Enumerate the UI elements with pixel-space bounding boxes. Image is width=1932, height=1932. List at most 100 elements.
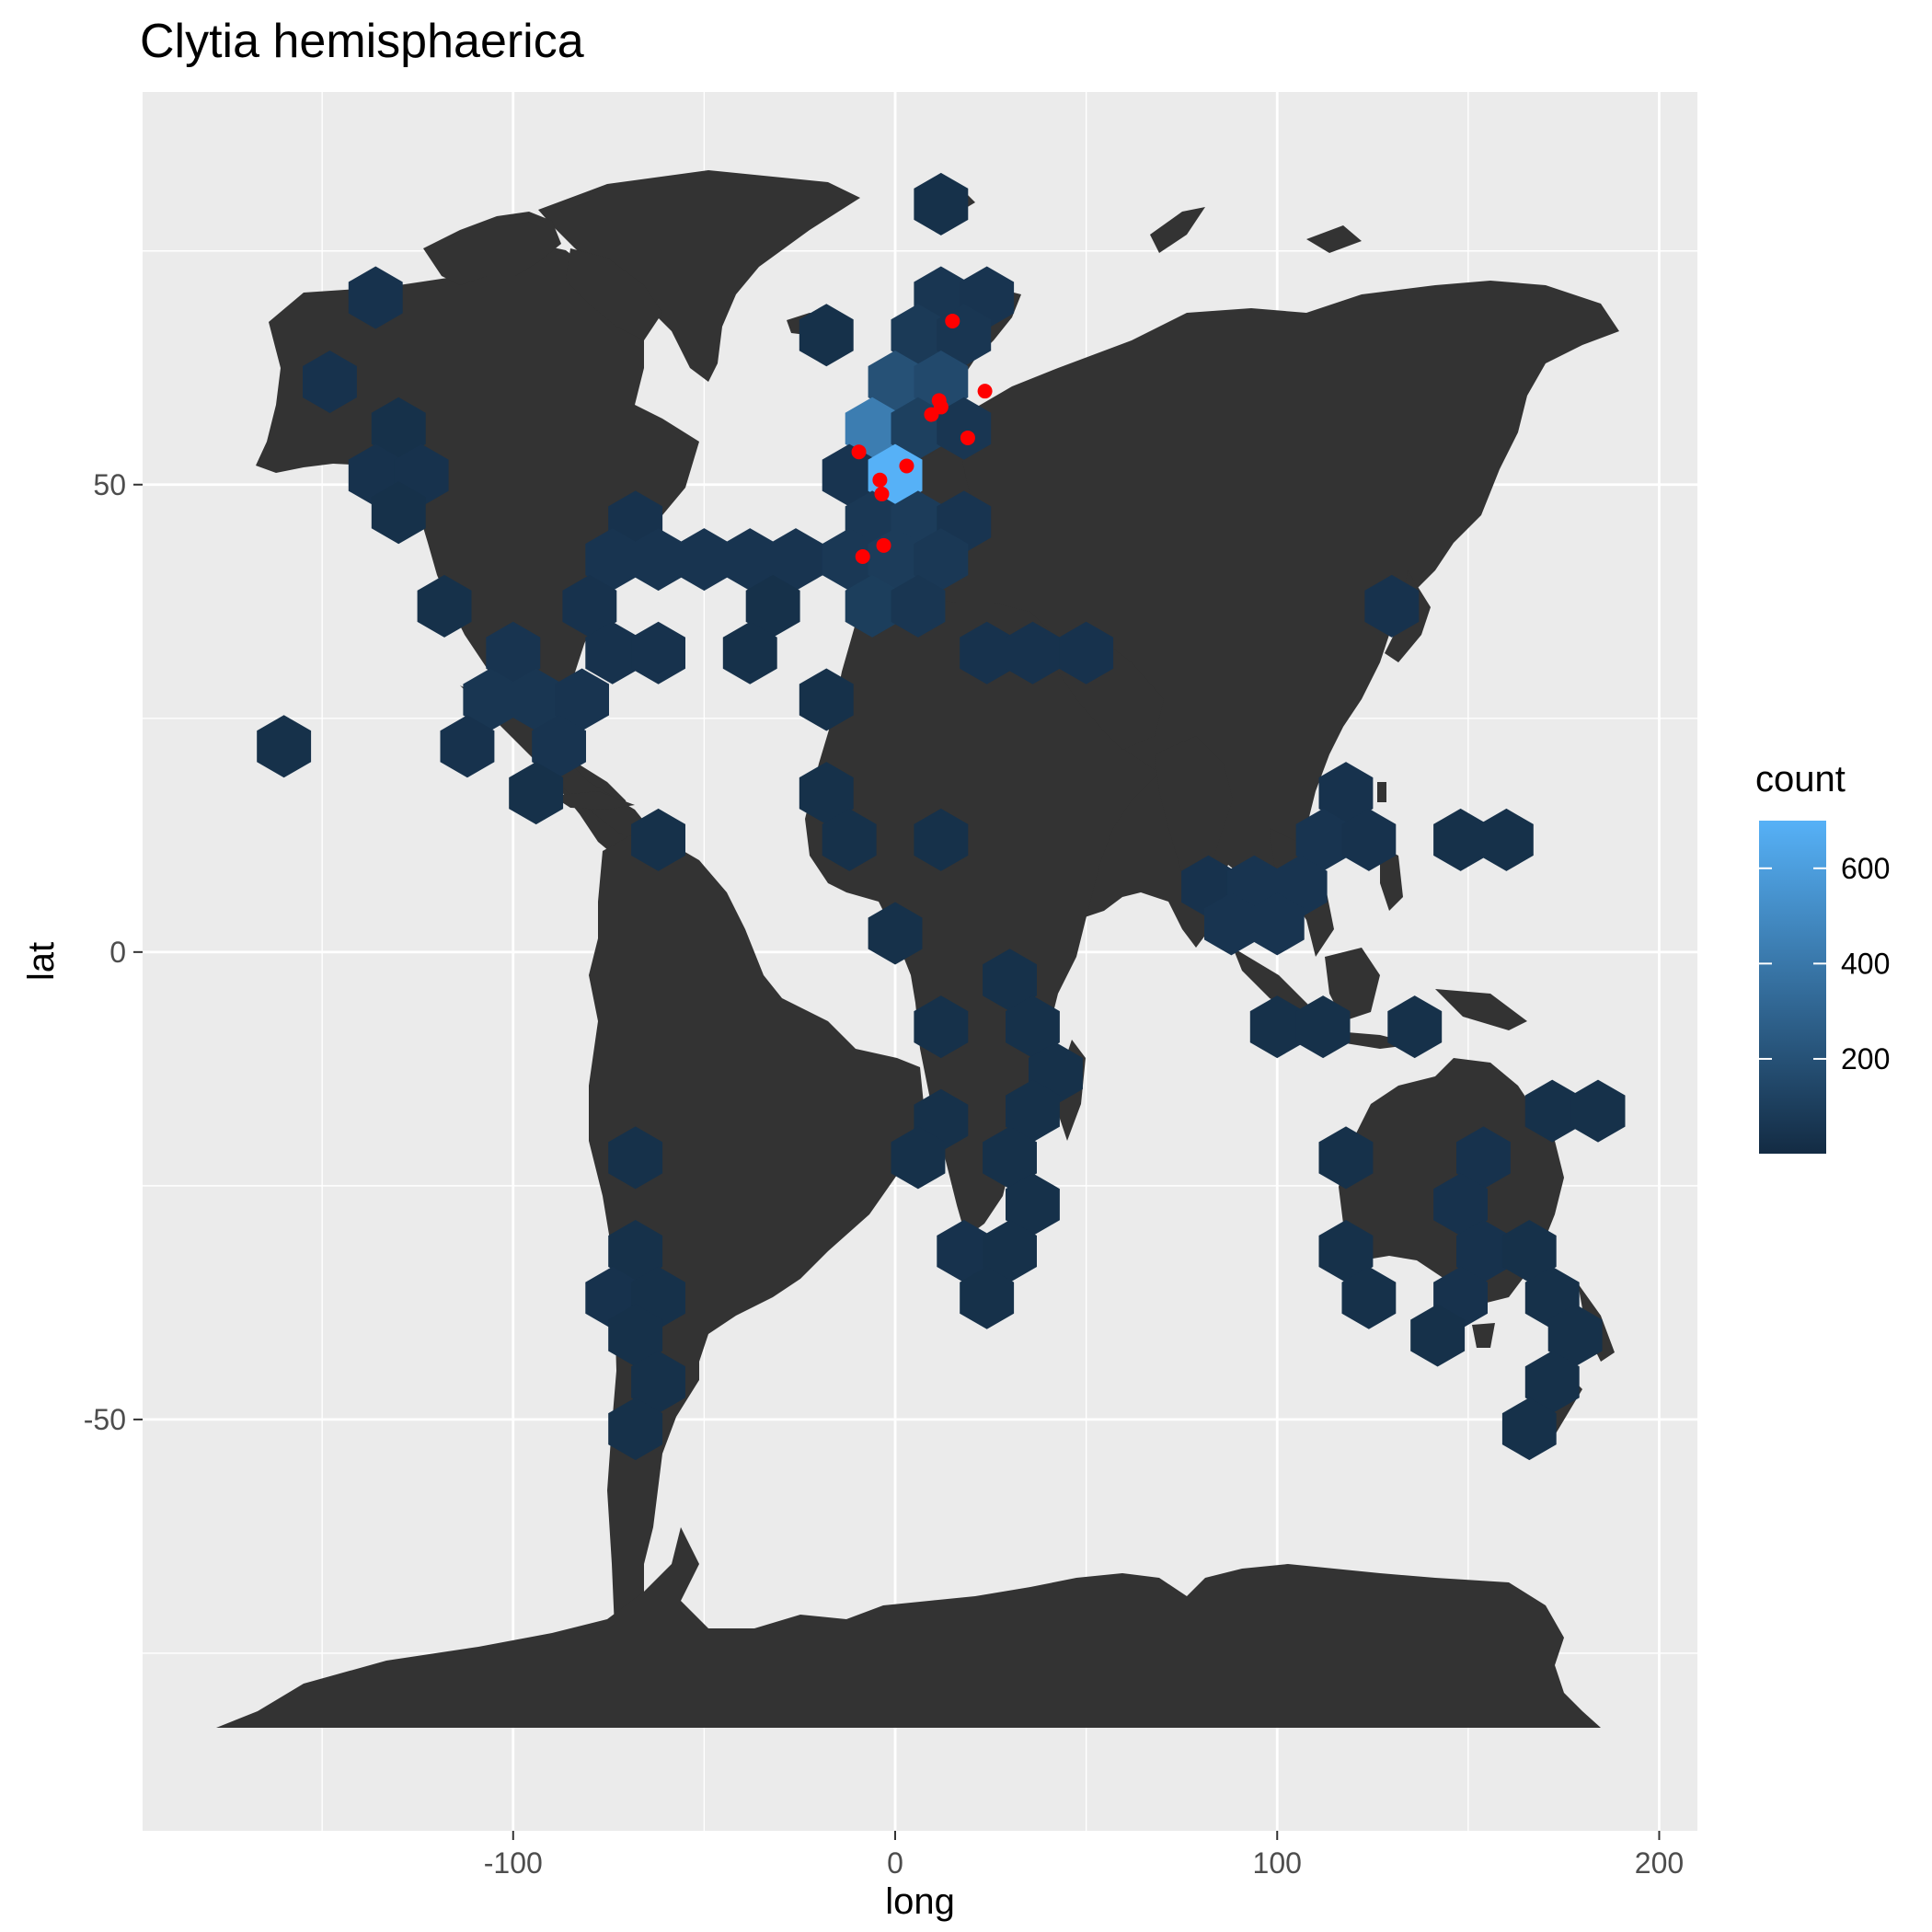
occurrence-point [851,444,867,460]
hex-bin [799,304,854,367]
hex-bin [983,1126,1037,1190]
occurrence-point [899,458,914,474]
hex-bin [440,715,495,778]
hex-bin [1006,1173,1060,1236]
land-novaya-zemlya [1150,207,1205,253]
land-south-america [589,828,925,1674]
hex-bin [768,528,823,592]
hex-bin [983,949,1037,1012]
land-sumatra [1233,948,1316,1021]
land-india [1155,736,1233,897]
hex-bin [608,1126,663,1190]
hex-bin [822,808,877,871]
hex-bin [1478,808,1534,871]
legend-title: count [1755,759,1846,799]
hex-bin [608,1220,663,1282]
land-tasmania [1472,1323,1495,1348]
hex-bin [608,1397,663,1461]
x-tick-label: 200 [1635,1846,1684,1880]
y-tick-label: -50 [84,1403,126,1436]
hex-bin [1410,1304,1466,1367]
hex-bin [1006,995,1060,1059]
legend-tick-label: 600 [1841,852,1890,885]
hex-bin [463,668,518,731]
land-greenland [538,170,860,382]
hex-bin [1249,892,1305,956]
hex-bin [676,528,731,592]
hex-bin [1524,1079,1580,1143]
hex-bin [1249,995,1305,1059]
y-tick-label: 0 [109,936,126,969]
hex-bin [1318,1220,1374,1282]
occurrence-point [855,549,870,565]
legend-colorbar [1759,821,1826,1154]
hex-bin [532,715,586,778]
hex-bin [509,668,564,731]
hex-bin [914,528,969,592]
occurrence-point [874,486,890,501]
hex-bin [303,351,357,413]
hex-bin [631,621,685,684]
hex-bin [486,621,541,684]
x-tick-label: 100 [1253,1846,1302,1880]
x-tick-label: -100 [484,1846,543,1880]
y-tick-label: 50 [93,468,126,501]
hex-bin [1341,808,1397,871]
hex-bins [257,172,1626,1461]
hex-bin [631,808,685,871]
hex-bin [722,621,777,684]
land-north-america [256,239,699,888]
hex-bin [509,762,564,825]
hex-bin [631,528,685,592]
hex-bin [891,574,946,638]
hex-bin [822,528,877,592]
hex-bin [960,621,1015,684]
hex-bin [555,668,609,731]
occurrence-point [876,537,891,553]
occurrence-point [960,430,975,445]
land-baffin [566,248,662,340]
hex-bin [1456,1126,1511,1190]
occurrence-point [872,472,888,488]
land-philippines [1380,846,1403,911]
hex-bin [937,1220,992,1282]
hex-bin [1204,892,1259,956]
hex-bin [562,574,617,638]
hex-bin [1295,995,1351,1059]
hex-bin [914,995,969,1059]
land-cuba [552,791,635,810]
hex-bin [1456,1220,1511,1282]
axes: -100 0 100 200 -50 0 50 [84,468,1684,1880]
hex-bin [891,1126,946,1190]
hex-bin [1295,808,1351,871]
hex-bin [937,397,992,460]
hex-bin [348,266,403,329]
hex-bin [585,621,640,684]
hex-bin [745,574,800,638]
occurrence-point [945,313,960,328]
hex-bin [1433,1173,1488,1236]
occurrence-point [977,384,993,399]
hex-bin [1387,995,1443,1059]
hex-bin [1318,762,1374,825]
hex-bin [914,172,969,236]
hex-bin [417,574,472,638]
hex-bin [891,304,946,367]
hex-bin [585,528,640,592]
hex-bin [722,528,777,592]
legend-ticks: 200 400 600 [1759,852,1890,1075]
hex-bin [257,715,312,778]
chart-title: Clytia hemisphaerica [140,15,584,68]
land-antarctica [216,1527,1601,1728]
hex-bin [1501,1220,1557,1282]
y-axis-label: lat [21,942,62,981]
land-arctic-islands [423,212,561,285]
hex-bin [799,762,854,825]
hex-bin [1006,1079,1060,1143]
hex-bin [1547,1304,1603,1367]
hex-bin [1433,808,1488,871]
hex-bin [799,668,854,731]
hex-bin [1364,574,1420,638]
hex-bin [1059,621,1114,684]
